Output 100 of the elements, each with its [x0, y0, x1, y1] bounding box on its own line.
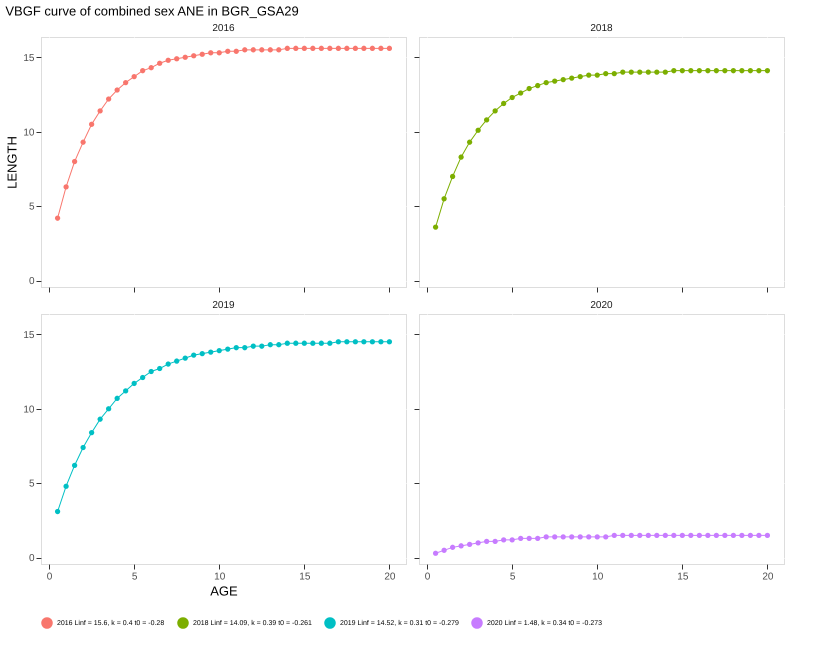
point — [386, 339, 392, 344]
point — [63, 184, 69, 190]
point — [123, 388, 128, 394]
point — [535, 536, 540, 542]
point — [293, 46, 298, 51]
point — [370, 46, 376, 51]
point — [200, 350, 205, 356]
point — [234, 48, 239, 54]
point — [637, 70, 642, 75]
point — [140, 68, 146, 74]
point — [662, 532, 668, 538]
x-tick-label: 5 — [132, 572, 138, 582]
y-tick-label: 15 — [23, 330, 35, 341]
point — [432, 550, 438, 556]
point — [552, 534, 558, 540]
y-axis-title: LENGTH — [4, 136, 20, 189]
point — [628, 532, 634, 538]
point — [157, 366, 162, 372]
x-tick-label: 20 — [384, 572, 396, 582]
point — [259, 47, 264, 52]
point — [54, 216, 60, 221]
point — [748, 68, 754, 74]
point — [501, 537, 506, 543]
point — [157, 60, 162, 66]
point — [730, 68, 736, 74]
point — [450, 174, 456, 180]
point — [208, 50, 214, 56]
point — [54, 508, 60, 514]
point — [200, 52, 205, 57]
point — [628, 70, 634, 75]
point — [182, 355, 188, 361]
point — [293, 340, 298, 346]
point — [518, 536, 524, 542]
x-tick-label: 15 — [677, 572, 689, 582]
point — [132, 380, 137, 386]
point — [510, 537, 515, 543]
point — [654, 532, 660, 538]
point — [276, 47, 282, 52]
point — [88, 122, 94, 127]
point — [492, 108, 498, 114]
point — [327, 46, 332, 51]
y-tick-label: 0 — [28, 276, 35, 288]
point — [310, 46, 316, 51]
point — [352, 339, 358, 344]
y-tick-label: 5 — [28, 202, 35, 213]
y-tick-label: 10 — [23, 404, 35, 416]
point — [352, 46, 358, 51]
point — [475, 540, 481, 546]
x-tick-label: 5 — [510, 572, 516, 582]
point — [535, 82, 540, 88]
point — [739, 68, 745, 74]
point — [756, 532, 762, 538]
point — [140, 374, 146, 380]
point — [302, 340, 307, 346]
point — [578, 534, 583, 540]
x-tick-label: 10 — [592, 572, 604, 582]
point — [586, 534, 592, 540]
point — [518, 90, 524, 96]
chart-title: 2019 — [212, 300, 236, 311]
point — [441, 196, 447, 202]
point — [432, 224, 438, 230]
point — [174, 358, 180, 364]
point — [603, 71, 608, 76]
point — [646, 70, 651, 75]
x-tick-label: 0 — [46, 572, 53, 582]
point — [114, 87, 120, 93]
chart-title: 2018 — [590, 23, 614, 34]
point — [764, 68, 770, 74]
point — [378, 339, 384, 344]
point — [250, 344, 256, 349]
point — [748, 532, 754, 538]
y-tick-label: 15 — [23, 52, 35, 64]
point — [370, 339, 376, 344]
point — [310, 340, 316, 346]
point — [182, 54, 188, 60]
point — [80, 140, 86, 145]
x-tick-label: 20 — [762, 572, 774, 582]
point — [620, 70, 626, 75]
point — [318, 46, 324, 51]
point — [680, 532, 685, 538]
point — [242, 47, 248, 52]
point — [466, 542, 472, 547]
point — [526, 86, 532, 92]
point — [594, 72, 600, 78]
point — [123, 80, 128, 86]
point — [166, 361, 171, 367]
point — [216, 348, 222, 354]
point — [612, 532, 617, 538]
point — [344, 46, 350, 51]
point — [680, 68, 685, 74]
point — [250, 47, 256, 52]
point — [560, 76, 566, 82]
point — [475, 128, 481, 133]
point — [739, 532, 745, 538]
point — [276, 342, 282, 348]
point — [484, 538, 490, 544]
point — [174, 56, 180, 62]
point — [336, 46, 342, 51]
point — [756, 68, 762, 74]
y-tick-label: 5 — [28, 478, 35, 490]
